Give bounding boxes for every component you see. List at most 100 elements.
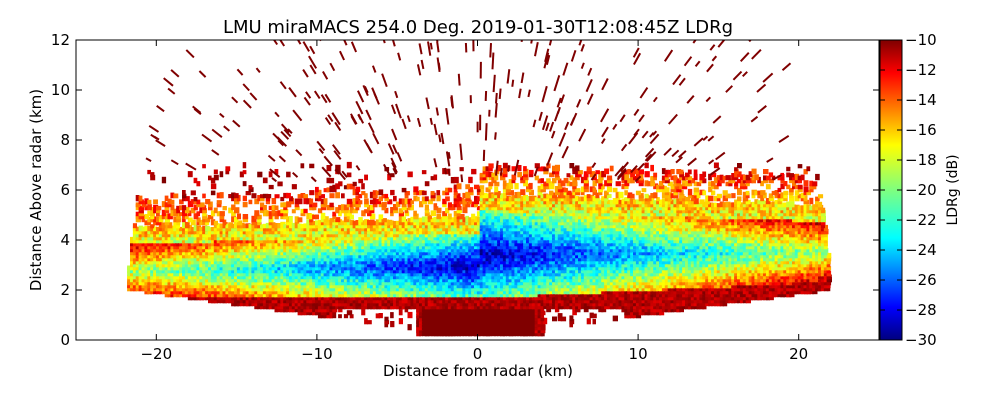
heatmap-cell xyxy=(664,256,670,262)
heatmap-cell xyxy=(202,283,207,289)
heatmap-cell xyxy=(580,250,587,256)
heatmap-cell xyxy=(572,248,577,253)
heatmap-cell xyxy=(332,283,337,289)
heatmap-cell xyxy=(309,271,315,277)
heatmap-cell xyxy=(638,286,644,292)
heatmap-cell xyxy=(210,256,216,262)
heatmap-cell xyxy=(543,273,548,280)
heatmap-cell xyxy=(375,259,381,265)
heatmap-cell xyxy=(699,268,705,274)
heatmap-cell xyxy=(459,313,465,319)
heatmap-cell xyxy=(500,281,504,286)
heatmap-cell xyxy=(786,286,791,292)
heatmap-cell xyxy=(531,301,537,307)
heatmap-cell xyxy=(416,306,420,313)
heatmap-cell xyxy=(303,246,309,253)
heatmap-cell xyxy=(341,279,346,286)
heatmap-cell xyxy=(341,274,346,280)
heatmap-cell xyxy=(329,292,334,298)
heatmap-cell xyxy=(456,310,461,316)
heatmap-cell xyxy=(234,247,239,253)
heatmap-cell xyxy=(462,309,468,316)
heatmap-cell xyxy=(474,304,479,310)
heatmap-cell xyxy=(803,263,808,268)
heatmap-cell xyxy=(606,253,612,259)
heatmap-cell xyxy=(447,285,453,292)
heatmap-cell xyxy=(147,254,152,259)
heatmap-cell xyxy=(384,277,389,283)
heatmap-cell xyxy=(202,259,207,265)
heatmap-cell xyxy=(606,275,612,280)
heatmap-cell xyxy=(309,286,314,292)
heatmap-cell xyxy=(421,307,426,313)
heatmap-cell xyxy=(820,271,827,277)
heatmap-cell xyxy=(291,280,297,286)
heatmap-cell xyxy=(268,301,275,307)
heatmap-cell xyxy=(517,271,523,277)
heatmap-cell xyxy=(135,259,140,265)
heatmap-cell xyxy=(474,261,478,268)
heatmap-cell xyxy=(262,271,269,277)
heatmap-cell xyxy=(234,278,238,283)
heatmap-cell xyxy=(153,268,158,274)
heatmap-cell xyxy=(777,267,782,274)
heatmap-cell xyxy=(355,273,361,280)
heatmap-cell xyxy=(346,301,351,307)
heatmap-cell xyxy=(815,285,821,292)
heatmap-cell xyxy=(205,265,211,271)
heatmap-cell xyxy=(254,270,259,277)
heatmap-cell xyxy=(248,252,254,259)
heatmap-cell xyxy=(806,287,811,292)
heatmap-cell xyxy=(291,300,296,307)
heatmap-cell xyxy=(621,283,626,289)
heatmap-cell xyxy=(633,250,638,256)
heatmap-cell xyxy=(676,307,681,313)
heatmap-cell xyxy=(644,295,649,301)
heatmap-cell xyxy=(638,284,644,289)
heatmap-cell xyxy=(742,277,747,283)
heatmap-cell xyxy=(635,305,640,310)
heatmap-cell xyxy=(523,309,528,316)
heatmap-cell xyxy=(818,268,824,274)
heatmap-cell xyxy=(228,291,234,298)
heatmap-cell xyxy=(491,285,497,292)
heatmap-cell xyxy=(268,292,273,298)
heatmap-cell xyxy=(317,285,324,292)
heatmap-cell xyxy=(315,293,321,298)
heatmap-cell xyxy=(222,286,227,292)
heatmap-cell xyxy=(248,297,253,304)
heatmap-cell xyxy=(647,311,653,316)
heatmap-cell xyxy=(630,277,634,283)
heatmap-cell xyxy=(231,284,236,289)
heatmap-cell xyxy=(439,312,444,319)
heatmap-cell xyxy=(193,266,199,271)
heatmap-cell xyxy=(187,296,193,301)
heatmap-cell xyxy=(286,284,290,289)
heatmap-cell xyxy=(138,258,144,265)
heatmap-cell xyxy=(268,303,275,310)
heatmap-cell xyxy=(167,252,172,259)
heatmap-cell xyxy=(526,271,531,277)
heatmap-cell xyxy=(182,286,186,292)
heatmap-cell xyxy=(491,282,496,289)
heatmap-cell xyxy=(442,317,448,322)
heatmap-cell xyxy=(578,254,583,259)
heatmap-cell xyxy=(656,304,661,310)
heatmap-cell xyxy=(326,282,331,289)
heatmap-cell xyxy=(757,279,761,286)
heatmap-cell xyxy=(580,277,586,283)
heatmap-cell xyxy=(147,279,152,286)
heatmap-cell xyxy=(783,259,789,265)
heatmap-cell xyxy=(257,270,262,277)
heatmap-cell xyxy=(621,276,626,283)
heatmap-cell xyxy=(604,275,609,280)
heatmap-cell xyxy=(638,271,644,277)
heatmap-cell xyxy=(300,294,306,301)
heatmap-cell xyxy=(130,275,135,280)
heatmap-cell xyxy=(346,271,352,277)
heatmap-cell xyxy=(332,250,337,256)
heatmap-cell xyxy=(719,281,724,286)
heatmap-cell xyxy=(225,251,231,256)
heatmap-cell xyxy=(563,294,569,301)
heatmap-cell xyxy=(604,289,609,295)
